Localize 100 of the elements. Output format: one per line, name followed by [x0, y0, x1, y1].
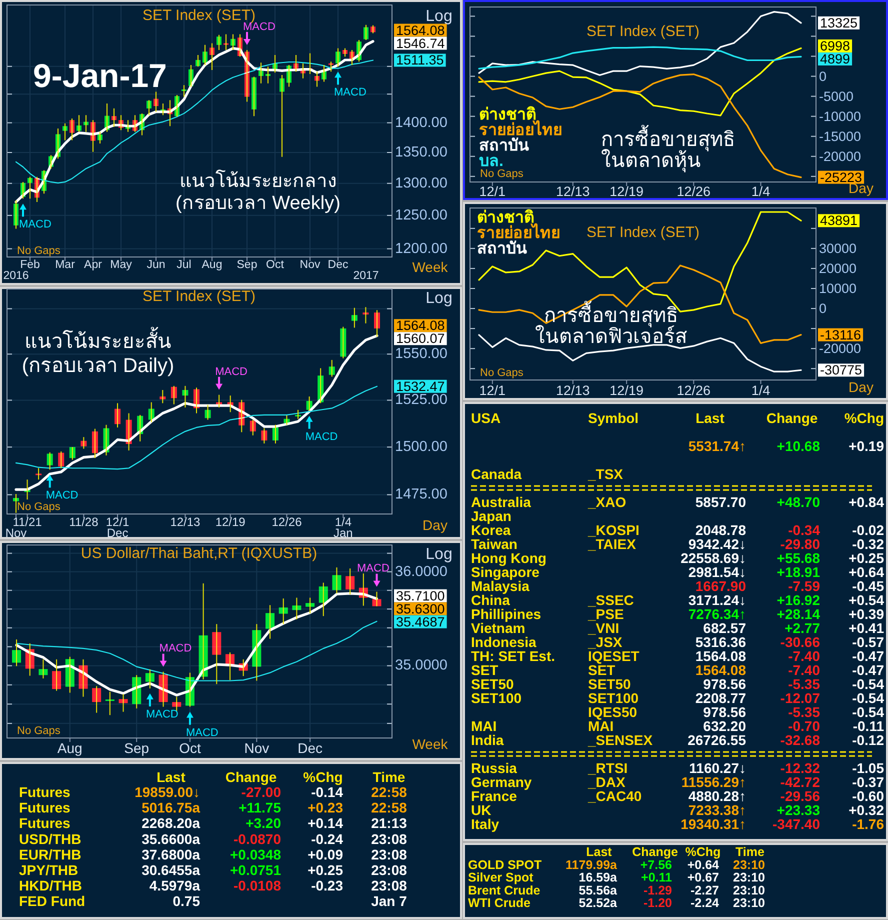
- category-label: %Chg: [844, 410, 884, 426]
- x-tick-label: Dec: [328, 259, 348, 271]
- y-tick-label: 1350.00: [395, 144, 448, 161]
- candlestick: [62, 122, 68, 141]
- data-label: 1532.47: [396, 378, 445, 394]
- y-tick-label: -20000: [819, 341, 862, 356]
- category-label: Taiwan: [471, 536, 518, 552]
- text: -0.0108: [234, 878, 281, 894]
- x-tick-label: Oct: [179, 740, 201, 756]
- annotation: No Gaps: [17, 725, 61, 737]
- line-series: [15, 386, 378, 470]
- text: +3.20: [246, 815, 281, 832]
- category-label: %Chg: [303, 769, 343, 785]
- candlestick: [76, 114, 82, 132]
- category-label: France: [471, 788, 517, 804]
- y-tick-label: 10000: [819, 280, 857, 296]
- category-label: WTI Crude: [468, 896, 530, 910]
- candlestick: [314, 71, 320, 88]
- text: +0.84: [848, 494, 884, 510]
- text: +0.32: [848, 802, 884, 818]
- candlestick: [227, 395, 234, 413]
- text: -0.45: [852, 578, 884, 594]
- text: 1564.08: [396, 22, 445, 38]
- category-label: Italy: [471, 816, 500, 832]
- candlestick: [364, 24, 368, 40]
- x-axis-title: Week: [412, 259, 449, 275]
- category-label: FED Fund: [19, 893, 86, 910]
- x-tick-label: Nov: [5, 526, 27, 540]
- text: 978.56: [703, 676, 746, 692]
- text: 23:08: [371, 862, 407, 878]
- text: 19859.00↓: [134, 784, 200, 800]
- text: -7.40: [788, 648, 820, 664]
- candlestick: [308, 52, 312, 74]
- category-label: Silver Spot: [468, 870, 534, 885]
- text: _SENSEX: [588, 732, 653, 748]
- text: สถาบัน: [479, 136, 529, 154]
- x-tick-label: 12/1: [479, 383, 506, 398]
- annotation: MACD: [46, 490, 78, 502]
- text: 2208.77: [695, 690, 746, 706]
- data-label: 43891: [820, 213, 858, 228]
- category-label: EUR/THB: [19, 846, 82, 862]
- text: 9342.42↓: [688, 536, 746, 552]
- candlestick: [84, 114, 88, 132]
- category-label: JPY/THB: [19, 862, 78, 878]
- text: 3171.24↓: [688, 592, 746, 608]
- text: 21:13: [371, 815, 407, 832]
- chart-title: US Dollar/Thai Baht,RT (IQXUSTB): [80, 545, 318, 562]
- data-label: 1546.74: [396, 36, 446, 51]
- text: IQESET: [588, 648, 640, 664]
- text: สถาบัน: [477, 240, 527, 258]
- y-tick-label: -5000: [819, 88, 854, 104]
- category-label: GOLD SPOT: [468, 858, 542, 872]
- data-label: 35.7100: [396, 588, 445, 604]
- y-tick-label: 1525.00: [395, 392, 448, 408]
- text: +7.56: [640, 858, 672, 872]
- annotation: MACD: [243, 20, 276, 33]
- candlestick: [216, 34, 222, 50]
- text: +16.92: [776, 592, 820, 608]
- text: 5531.74↑: [688, 438, 746, 454]
- text: -0.70: [788, 718, 820, 734]
- text: 52.52a: [578, 896, 617, 910]
- candlestick: [42, 170, 46, 194]
- text: 1564.08: [695, 648, 746, 664]
- candlestick: [250, 419, 256, 436]
- text: 22:58: [371, 784, 407, 800]
- candlestick: [56, 128, 60, 160]
- category-label: Time: [736, 845, 765, 859]
- candlestick: [148, 402, 154, 423]
- candlestick: [160, 389, 166, 404]
- text: -347.40: [772, 816, 820, 832]
- text: 1564.08: [695, 662, 746, 678]
- text: บล.: [479, 153, 504, 170]
- category-label: TH: SET Est.: [471, 648, 556, 664]
- text: +2.77: [784, 620, 820, 636]
- text: 11556.29↑: [681, 774, 746, 790]
- text: -0.34: [788, 522, 820, 538]
- candlestick: [202, 44, 208, 66]
- text: 23:08: [371, 846, 407, 862]
- text: +0.41: [848, 620, 884, 636]
- x-tick-label: Oct: [266, 259, 285, 271]
- text: -5.35: [788, 704, 820, 720]
- candlestick: [90, 120, 96, 152]
- text: -29.56: [780, 788, 820, 804]
- text: -0.54: [852, 704, 884, 720]
- candlestick: [140, 112, 144, 136]
- y-tick-label: 1250.00: [395, 207, 448, 224]
- candlestick: [34, 176, 40, 202]
- category-label: India: [471, 732, 504, 748]
- text: 35.6300: [396, 601, 445, 616]
- text: 978.56: [703, 704, 746, 720]
- category-label: MAI: [471, 718, 497, 734]
- x-tick-label: Nov: [300, 259, 320, 271]
- category-label: Germany: [471, 774, 532, 790]
- x-tick-label: Sep: [236, 259, 258, 271]
- text: +0.54: [848, 592, 884, 608]
- candlestick: [238, 34, 242, 58]
- candlestick: [272, 54, 278, 74]
- candlestick: [58, 450, 64, 469]
- candlestick: [174, 94, 180, 118]
- x-tick-label: 12/1 Dec: [106, 515, 130, 540]
